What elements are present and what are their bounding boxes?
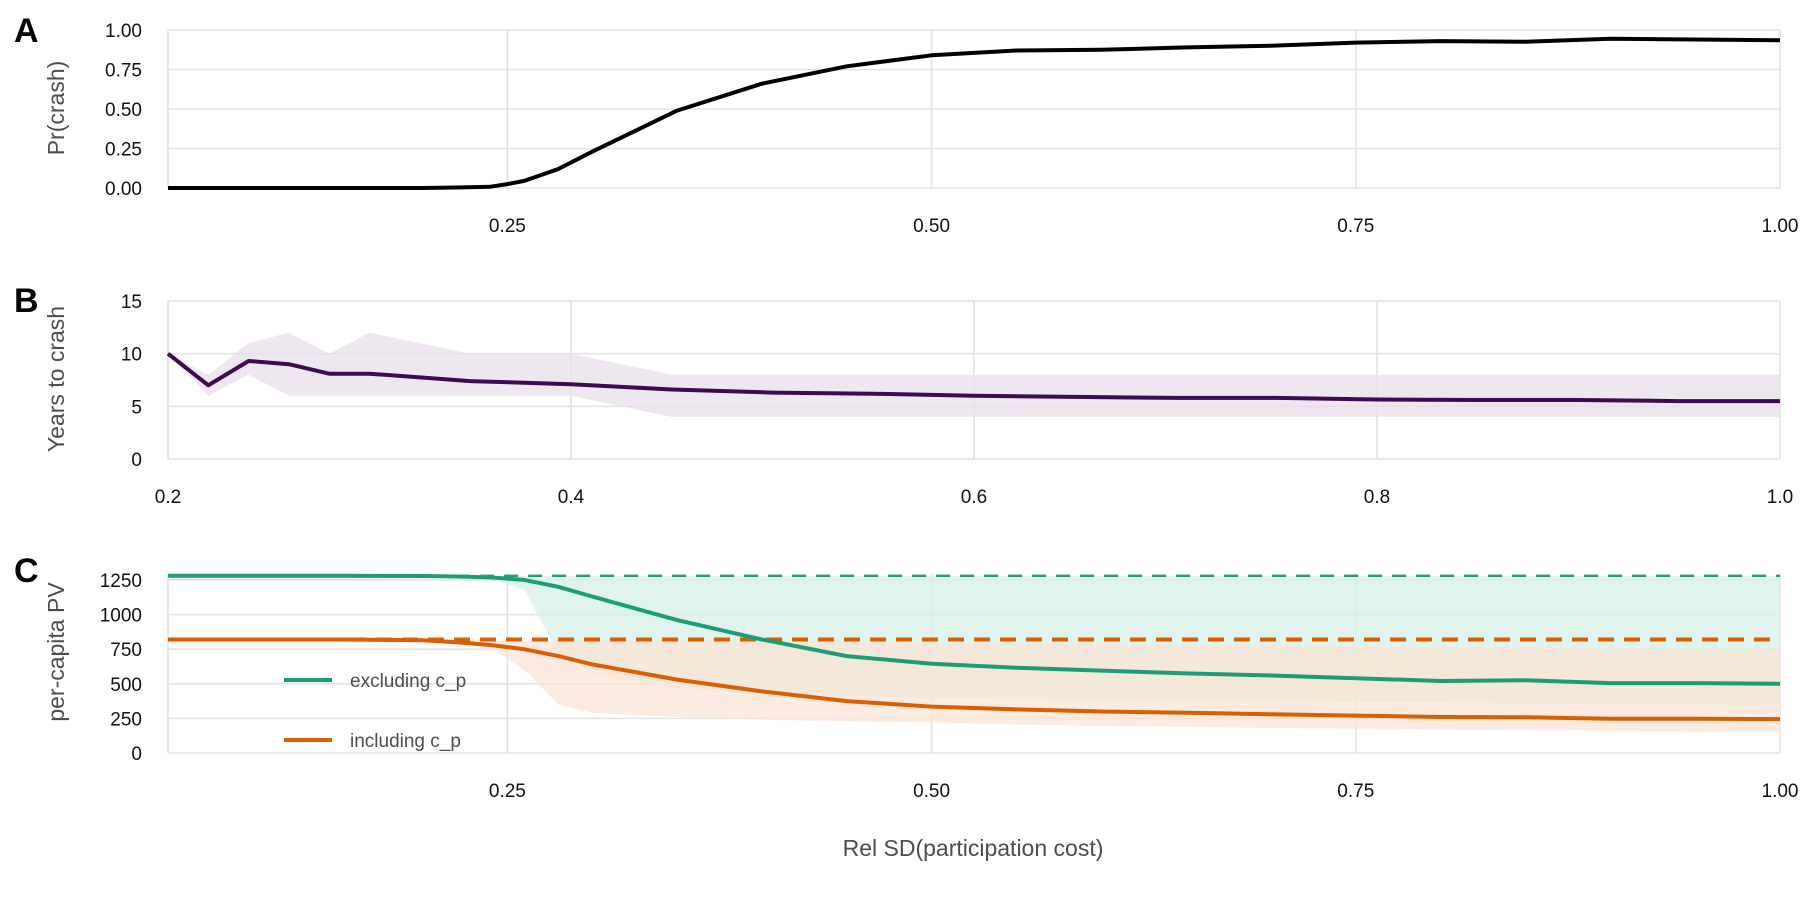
legend: excluding c_p including c_p	[284, 671, 466, 752]
panel-a-ytick-label: 0.25	[105, 140, 142, 161]
panel-a-xtick-label: 1.00	[1762, 216, 1799, 237]
panel-a-ytick-label: 1.00	[105, 21, 142, 42]
panel-c-xtick-label: 0.25	[489, 781, 526, 802]
x-axis-label: Rel SD(participation cost)	[843, 835, 1104, 861]
legend-label-excluding: excluding c_p	[350, 671, 466, 692]
panel-letter-a: A	[14, 12, 39, 50]
panel-b-xtick-label: 0.2	[155, 487, 181, 508]
panel-c-plot: 0 250 500 750 1000 1250 0.25 0.50 0.75 1.00	[100, 571, 1799, 802]
panel-a-xtick-label: 0.50	[913, 216, 950, 237]
panel-a-xtick-label: 0.75	[1337, 216, 1374, 237]
panel-c-series-line-1	[168, 637, 1781, 722]
panel-c-xtick-label: 0.75	[1337, 781, 1374, 802]
panel-b-ytick-label: 15	[121, 292, 142, 313]
panel-b-xtick-label: 1.0	[1767, 487, 1793, 508]
panel-a-series-line-0	[168, 36, 1781, 190]
panel-c-xtick-label: 1.00	[1762, 781, 1799, 802]
panel-a-ytick-label: 0.75	[105, 61, 142, 82]
panel-b-ytick-label: 0	[131, 450, 142, 471]
panel-c-ytick-label: 1000	[100, 606, 142, 627]
panel-a-xtick-label: 0.25	[489, 216, 526, 237]
panel-b-ylabel: Years to crash	[43, 306, 69, 452]
panel-a-ytick-label: 0.50	[105, 100, 142, 121]
panel-letter-b: B	[14, 282, 39, 320]
panel-c-ytick-label: 250	[110, 709, 142, 730]
panel-b-plot: 0 5 10 15 0.2 0.4 0.6 0.8 1.0	[121, 292, 1793, 508]
panel-b-ytick-label: 10	[121, 345, 142, 366]
panel-b-series-line-0	[166, 352, 1780, 404]
panel-b-xtick-label: 0.4	[558, 487, 585, 508]
panel-b-band-0	[168, 332, 1780, 417]
panel-a-ylabel: Pr(crash)	[43, 61, 69, 156]
panel-c-ylabel: per-capita PV	[43, 582, 69, 722]
panel-b-ytick-label: 5	[131, 397, 142, 418]
panel-a-plot: 0.00 0.25 0.50 0.75 1.00 0.25 0.50 0.75 1.00	[105, 21, 1798, 237]
panel-c-ytick-label: 1250	[100, 571, 142, 592]
panel-b-xtick-label: 0.6	[961, 487, 987, 508]
panel-c-band-1	[168, 638, 1780, 733]
panel-c-ytick-label: 500	[110, 675, 142, 696]
panel-letter-c: C	[14, 552, 39, 590]
panel-c-series-line-0	[168, 573, 1781, 686]
panel-a-ytick-label: 0.00	[105, 179, 142, 200]
panel-b-xtick-label: 0.8	[1364, 487, 1390, 508]
panel-c-ytick-label: 0	[131, 744, 142, 765]
panel-c-xtick-label: 0.50	[913, 781, 950, 802]
legend-label-including: including c_p	[350, 731, 461, 752]
panel-c-ytick-label: 750	[110, 640, 142, 661]
